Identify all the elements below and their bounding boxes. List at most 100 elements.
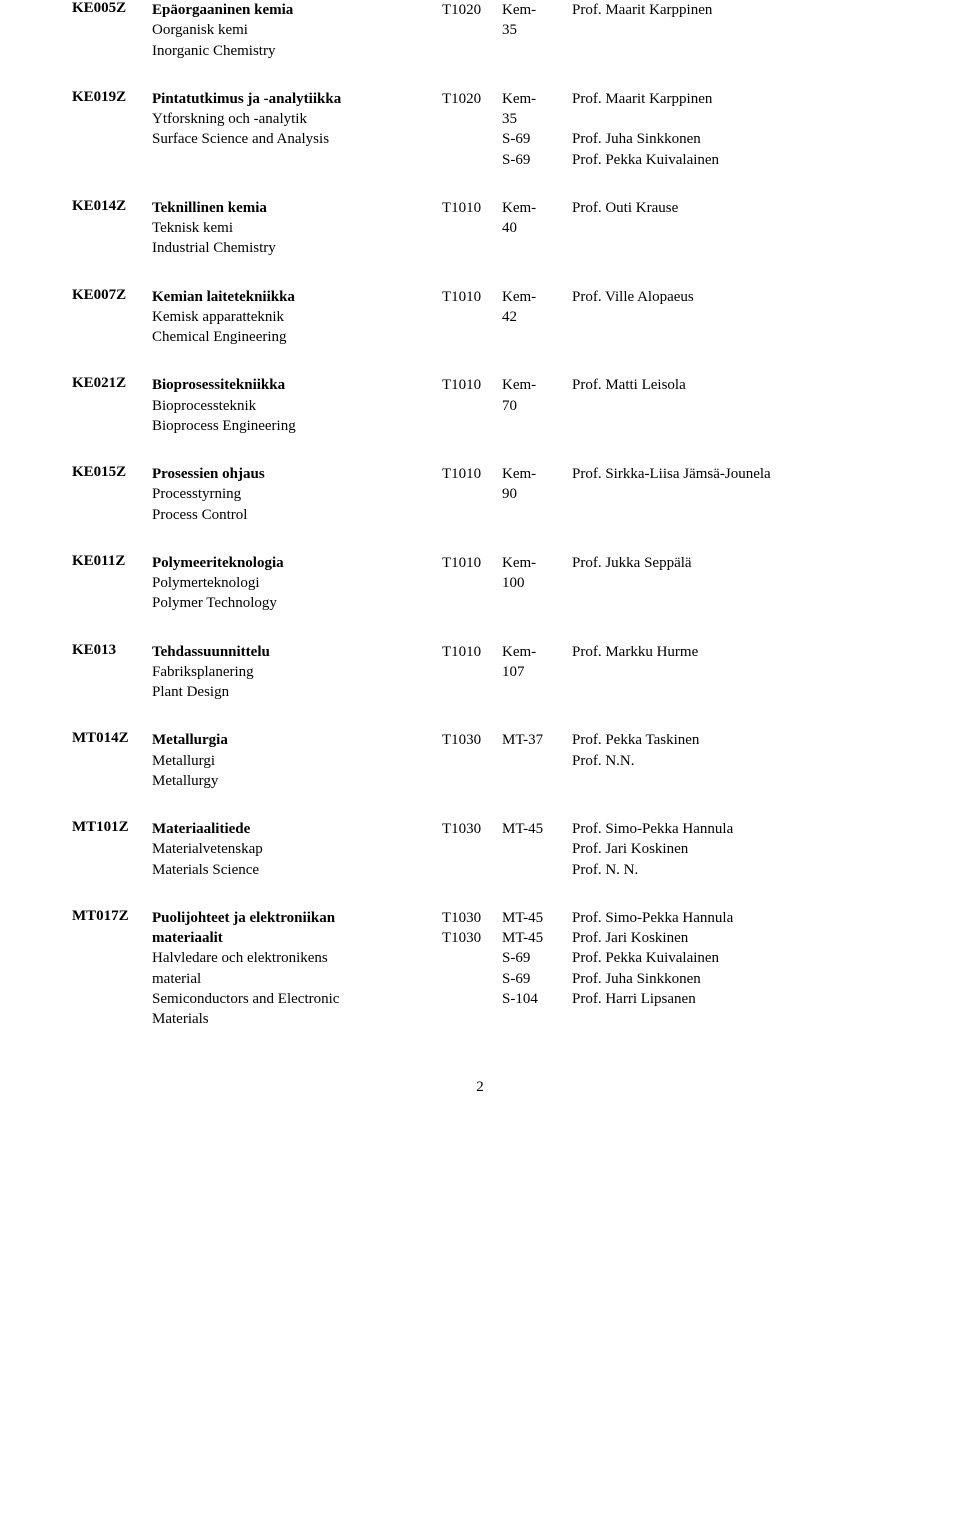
tcode-line: T1030 bbox=[442, 928, 502, 948]
tcode-line: T1020 bbox=[442, 89, 502, 109]
course-loc: MT-45 bbox=[502, 819, 572, 839]
course-name-line: Inorganic Chemistry bbox=[152, 41, 432, 61]
professor-line: Prof. Jari Koskinen bbox=[572, 839, 888, 859]
course-names: Kemian laitetekniikkaKemisk apparattekni… bbox=[152, 287, 442, 348]
course-name-line: Materials bbox=[152, 1009, 432, 1029]
loc-line: S-69 bbox=[502, 948, 572, 968]
professor-line: Prof. Ville Alopaeus bbox=[572, 287, 888, 307]
professor-line: Prof. Sirkka-Liisa Jämsä-Jounela bbox=[572, 464, 888, 484]
course-tcode: T1030 bbox=[442, 730, 502, 750]
course-name-line: Materials Science bbox=[152, 860, 432, 880]
course-name-line: Processtyrning bbox=[152, 484, 432, 504]
tcode-line: T1010 bbox=[442, 642, 502, 662]
loc-line: Kem- bbox=[502, 0, 572, 20]
course-code: KE014Z bbox=[72, 198, 152, 215]
tcode-line: T1020 bbox=[442, 0, 502, 20]
course-name-line: materiaalit bbox=[152, 928, 432, 948]
professor-line: Prof. Jukka Seppälä bbox=[572, 553, 888, 573]
course-loc: Kem-35 bbox=[502, 0, 572, 41]
loc-line: MT-45 bbox=[502, 928, 572, 948]
course-professors: Prof. Jukka Seppälä bbox=[572, 553, 888, 573]
loc-line: 35 bbox=[502, 20, 572, 40]
course-name-line: Chemical Engineering bbox=[152, 327, 432, 347]
course-tcode: T1010 bbox=[442, 198, 502, 218]
course-name-line: Semiconductors and Electronic bbox=[152, 989, 432, 1009]
course-code: MT101Z bbox=[72, 819, 152, 836]
course-name-line: Epäorgaaninen kemia bbox=[152, 0, 432, 20]
course-row: KE014ZTeknillinen kemiaTeknisk kemiIndus… bbox=[72, 198, 888, 259]
course-loc: Kem-40 bbox=[502, 198, 572, 239]
loc-line: 42 bbox=[502, 307, 572, 327]
professor-line: Prof. Maarit Karppinen bbox=[572, 89, 888, 109]
tcode-line: T1010 bbox=[442, 553, 502, 573]
course-name-line: Industrial Chemistry bbox=[152, 238, 432, 258]
course-name-line: Metallurgy bbox=[152, 771, 432, 791]
tcode-line: T1010 bbox=[442, 287, 502, 307]
course-names: BioprosessitekniikkaBioprocessteknikBiop… bbox=[152, 375, 442, 436]
tcode-line: T1010 bbox=[442, 375, 502, 395]
course-professors: Prof. Sirkka-Liisa Jämsä-Jounela bbox=[572, 464, 888, 484]
course-names: PolymeeriteknologiaPolymerteknologiPolym… bbox=[152, 553, 442, 614]
loc-line: 90 bbox=[502, 484, 572, 504]
course-name-line: Ytforskning och -analytik bbox=[152, 109, 432, 129]
course-code: KE007Z bbox=[72, 287, 152, 304]
course-professors: Prof. Maarit Karppinen bbox=[572, 0, 888, 20]
course-name-line: Teknillinen kemia bbox=[152, 198, 432, 218]
course-loc: MT-45MT-45S-69S-69S-104 bbox=[502, 908, 572, 1009]
loc-line: Kem- bbox=[502, 287, 572, 307]
course-name-line: Process Control bbox=[152, 505, 432, 525]
professor-line: Prof. Pekka Kuivalainen bbox=[572, 150, 888, 170]
professor-line: Prof. Pekka Taskinen bbox=[572, 730, 888, 750]
course-row: MT101ZMateriaalitiedeMaterialvetenskapMa… bbox=[72, 819, 888, 880]
course-name-line: Bioprocess Engineering bbox=[152, 416, 432, 436]
loc-line: 70 bbox=[502, 396, 572, 416]
loc-line: Kem- bbox=[502, 89, 572, 109]
course-name-line: Kemisk apparatteknik bbox=[152, 307, 432, 327]
course-row: MT017ZPuolijohteet ja elektroniikanmater… bbox=[72, 908, 888, 1030]
course-name-line: Surface Science and Analysis bbox=[152, 129, 432, 149]
course-professors: Prof. Matti Leisola bbox=[572, 375, 888, 395]
course-tcode: T1010 bbox=[442, 375, 502, 395]
tcode-line: T1010 bbox=[442, 464, 502, 484]
course-names: Epäorgaaninen kemiaOorganisk kemiInorgan… bbox=[152, 0, 442, 61]
course-professors: Prof. Simo-Pekka HannulaProf. Jari Koski… bbox=[572, 908, 888, 1009]
tcode-line: T1030 bbox=[442, 730, 502, 750]
tcode-line: T1030 bbox=[442, 908, 502, 928]
course-name-line: Polymerteknologi bbox=[152, 573, 432, 593]
course-code: MT014Z bbox=[72, 730, 152, 747]
course-professors: Prof. Maarit Karppinen Prof. Juha Sinkko… bbox=[572, 89, 888, 170]
course-name-line: Fabriksplanering bbox=[152, 662, 432, 682]
course-name-line: Halvledare och elektronikens bbox=[152, 948, 432, 968]
course-names: MateriaalitiedeMaterialvetenskapMaterial… bbox=[152, 819, 442, 880]
course-name-line: Kemian laitetekniikka bbox=[152, 287, 432, 307]
professor-line: Prof. Jari Koskinen bbox=[572, 928, 888, 948]
course-row: KE005ZEpäorgaaninen kemiaOorganisk kemiI… bbox=[72, 0, 888, 61]
course-name-line: Materiaalitiede bbox=[152, 819, 432, 839]
course-name-line: Bioprosessitekniikka bbox=[152, 375, 432, 395]
course-tcode: T1020 bbox=[442, 89, 502, 109]
professor-line: Prof. Harri Lipsanen bbox=[572, 989, 888, 1009]
course-row: KE019ZPintatutkimus ja -analytiikkaYtfor… bbox=[72, 89, 888, 170]
page-number: 2 bbox=[72, 1079, 888, 1096]
loc-line: 107 bbox=[502, 662, 572, 682]
course-tcode: T1010 bbox=[442, 464, 502, 484]
course-name-line: Puolijohteet ja elektroniikan bbox=[152, 908, 432, 928]
course-names: Teknillinen kemiaTeknisk kemiIndustrial … bbox=[152, 198, 442, 259]
professor-line bbox=[572, 109, 888, 129]
course-code: KE021Z bbox=[72, 375, 152, 392]
course-names: Prosessien ohjausProcesstyrningProcess C… bbox=[152, 464, 442, 525]
professor-line: Prof. Juha Sinkkonen bbox=[572, 129, 888, 149]
course-professors: Prof. Pekka TaskinenProf. N.N. bbox=[572, 730, 888, 771]
course-name-line: Metallurgia bbox=[152, 730, 432, 750]
course-tcode: T1030T1030 bbox=[442, 908, 502, 949]
loc-line: S-69 bbox=[502, 129, 572, 149]
loc-line: S-69 bbox=[502, 150, 572, 170]
loc-line: Kem- bbox=[502, 464, 572, 484]
course-row: KE015ZProsessien ohjausProcesstyrningPro… bbox=[72, 464, 888, 525]
professor-line: Prof. Outi Krause bbox=[572, 198, 888, 218]
course-row: MT014ZMetallurgiaMetallurgiMetallurgyT10… bbox=[72, 730, 888, 791]
course-tcode: T1020 bbox=[442, 0, 502, 20]
professor-line: Prof. N.N. bbox=[572, 751, 888, 771]
course-loc: MT-37 bbox=[502, 730, 572, 750]
loc-line: Kem- bbox=[502, 198, 572, 218]
